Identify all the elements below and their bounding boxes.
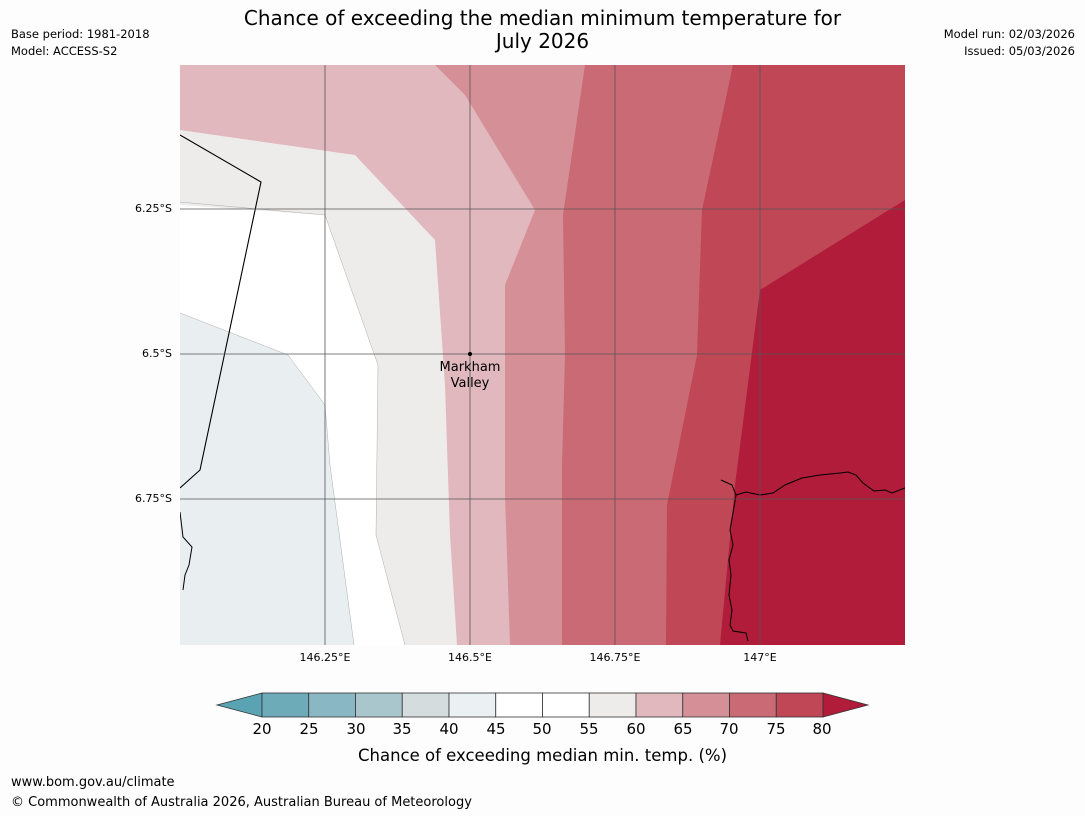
title-line2: July 2026 bbox=[495, 29, 590, 53]
coastline-east-south bbox=[728, 494, 749, 642]
lon-label: 146.75°E bbox=[589, 651, 641, 664]
border-line bbox=[179, 134, 262, 489]
band-40-45 bbox=[180, 313, 354, 645]
colorbar-cell bbox=[682, 692, 730, 718]
colorbar-cell bbox=[542, 692, 590, 718]
header-meta-right: Model run: 02/03/2026 Issued: 05/03/2026 bbox=[944, 26, 1075, 60]
colorbar-cell bbox=[775, 692, 824, 718]
colorbar-tick: 20 bbox=[252, 720, 272, 738]
colorbar-cells bbox=[215, 692, 870, 718]
colorbar-cell bbox=[495, 692, 543, 718]
lat-label: 6.25°S bbox=[135, 202, 172, 215]
base-period: Base period: 1981-2018 bbox=[11, 27, 150, 41]
colorbar-cell bbox=[308, 692, 356, 718]
colorbar-cell bbox=[355, 692, 403, 718]
lon-label: 147°E bbox=[743, 651, 777, 664]
colorbar-cell bbox=[635, 692, 684, 718]
gridlines bbox=[180, 65, 905, 645]
colorbar-tick: 35 bbox=[392, 720, 412, 738]
title-line1: Chance of exceeding the median minimum t… bbox=[243, 6, 842, 30]
footer-url[interactable]: www.bom.gov.au/climate bbox=[11, 775, 175, 790]
colorbar-arrow-low bbox=[215, 692, 263, 718]
model-name: Model: ACCESS-S2 bbox=[11, 44, 118, 58]
place-label-markham-valley: Markham Valley bbox=[439, 360, 501, 391]
colorbar-cell bbox=[588, 692, 637, 718]
coastline-east bbox=[720, 471, 906, 496]
colorbar-tick: 65 bbox=[673, 720, 693, 738]
colorbar-tick: 75 bbox=[766, 720, 786, 738]
colorbar-tick: 80 bbox=[812, 720, 832, 738]
contour-line bbox=[179, 201, 406, 646]
colorbar-tick: 50 bbox=[532, 720, 552, 738]
forecast-map bbox=[179, 65, 906, 646]
colorbar-tick: 55 bbox=[579, 720, 599, 738]
colorbar-cell bbox=[729, 692, 777, 718]
lon-label: 146.5°E bbox=[448, 651, 492, 664]
model-run: Model run: 02/03/2026 bbox=[943, 27, 1075, 41]
colorbar-arrow-high bbox=[822, 692, 870, 718]
coastline-west bbox=[179, 511, 193, 591]
map-title: Chance of exceeding the median minimum t… bbox=[180, 7, 905, 53]
colorbar-tick: 60 bbox=[626, 720, 646, 738]
header-meta-left: Base period: 1981-2018 Model: ACCESS-S2 bbox=[11, 26, 150, 60]
colorbar-label: Chance of exceeding median min. temp. (%… bbox=[357, 746, 728, 765]
lat-label: 6.75°S bbox=[135, 492, 172, 505]
lon-label: 146.25°E bbox=[299, 651, 351, 664]
footer-copyright: © Commonwealth of Australia 2026, Austra… bbox=[11, 795, 472, 810]
band-80-plus bbox=[720, 200, 905, 645]
colorbar-tick: 70 bbox=[719, 720, 739, 738]
colorbar-tick: 40 bbox=[439, 720, 459, 738]
colorbar-cell bbox=[401, 692, 450, 718]
lat-label: 6.5°S bbox=[142, 347, 172, 360]
map-canvas bbox=[179, 65, 906, 646]
issued-date: Issued: 05/03/2026 bbox=[964, 44, 1075, 58]
colorbar bbox=[215, 692, 870, 718]
colorbar-tick: 30 bbox=[346, 720, 366, 738]
location-marker bbox=[468, 352, 472, 356]
colorbar-cell bbox=[448, 692, 497, 718]
colorbar-tick: 25 bbox=[299, 720, 319, 738]
colorbar-tick: 45 bbox=[486, 720, 506, 738]
colorbar-cell bbox=[261, 692, 310, 718]
